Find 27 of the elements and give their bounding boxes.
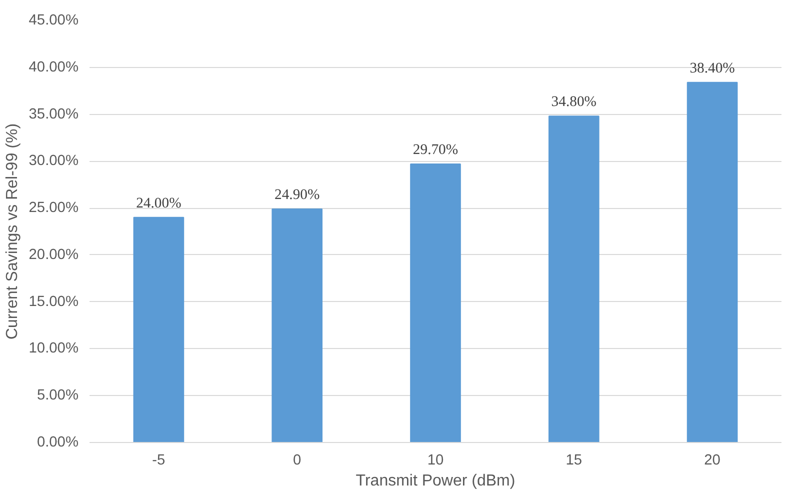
data-label: 34.80% <box>551 94 596 110</box>
data-label: 24.00% <box>136 195 182 212</box>
bar <box>133 216 184 442</box>
y-tick-label: 40.00% <box>28 59 79 76</box>
data-label: 29.70% <box>412 142 458 158</box>
x-axis-title: Transmit Power (dBm) <box>356 472 516 490</box>
y-tick-label: 15.00% <box>28 294 79 310</box>
y-tick-label: 45.00% <box>28 12 79 28</box>
y-axis-title: Current Savings vs Rel-99 (%) <box>4 123 21 340</box>
bar <box>686 82 738 442</box>
y-tick-label: 0.00% <box>36 434 79 450</box>
x-tick-label: 15 <box>566 452 582 468</box>
data-label: 38.40% <box>690 60 735 76</box>
x-tick-label: 10 <box>427 452 444 468</box>
bar <box>272 208 323 442</box>
bar <box>410 163 461 442</box>
y-tick-label: 30.00% <box>28 153 79 170</box>
x-tick-label: -5 <box>152 452 166 468</box>
x-tick-label: 20 <box>704 452 720 468</box>
y-tick-label: 25.00% <box>28 200 79 216</box>
y-tick-label: 35.00% <box>28 106 79 122</box>
data-label: 24.90% <box>274 186 320 203</box>
bar <box>548 116 600 442</box>
y-tick-label: 5.00% <box>36 388 79 404</box>
y-tick-label: 20.00% <box>28 246 79 263</box>
x-tick-label: 0 <box>293 452 302 468</box>
y-tick-label: 10.00% <box>28 340 79 357</box>
